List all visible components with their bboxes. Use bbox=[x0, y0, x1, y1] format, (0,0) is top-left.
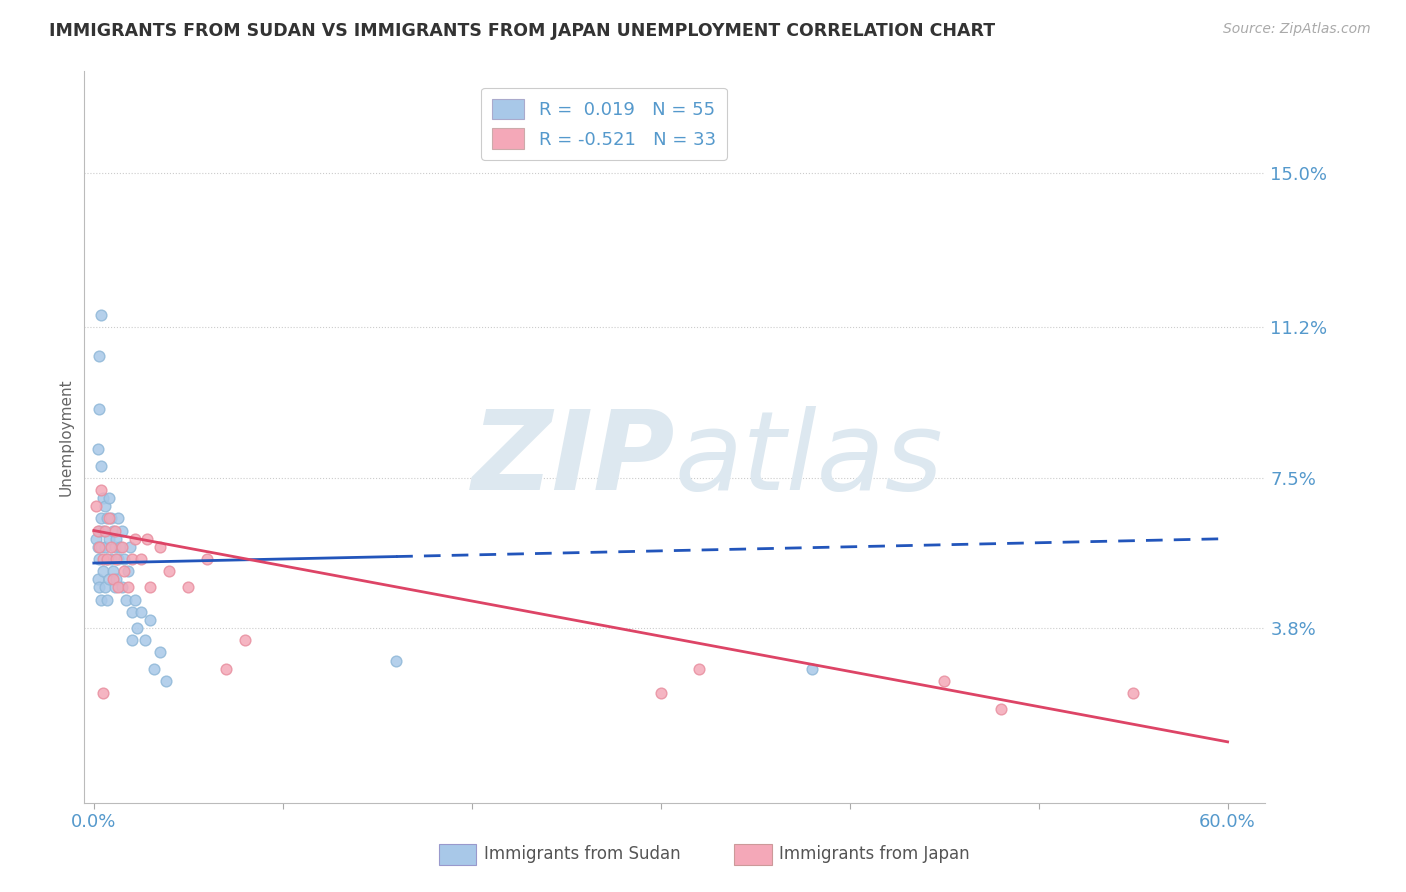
Point bbox=[96, 552, 118, 566]
Point bbox=[94, 581, 117, 595]
Point bbox=[90, 308, 112, 322]
Point bbox=[91, 552, 114, 566]
Point bbox=[107, 552, 129, 566]
Point bbox=[121, 633, 143, 648]
Point bbox=[101, 572, 124, 586]
Point bbox=[86, 572, 108, 586]
Point bbox=[86, 442, 108, 457]
Point bbox=[990, 702, 1012, 716]
Point bbox=[89, 552, 111, 566]
Point bbox=[121, 605, 143, 619]
Bar bbox=[439, 845, 477, 865]
Point bbox=[155, 673, 177, 688]
Point bbox=[91, 564, 114, 578]
Point bbox=[90, 511, 112, 525]
Point bbox=[104, 540, 127, 554]
Point bbox=[97, 491, 120, 505]
Point bbox=[650, 686, 672, 700]
Point bbox=[96, 552, 118, 566]
Point bbox=[89, 540, 111, 554]
Point bbox=[195, 552, 218, 566]
Point bbox=[934, 673, 956, 688]
Point bbox=[688, 662, 710, 676]
Text: IMMIGRANTS FROM SUDAN VS IMMIGRANTS FROM JAPAN UNEMPLOYMENT CORRELATION CHART: IMMIGRANTS FROM SUDAN VS IMMIGRANTS FROM… bbox=[49, 22, 995, 40]
Point bbox=[115, 592, 138, 607]
Point bbox=[1122, 686, 1144, 700]
Text: Immigrants from Japan: Immigrants from Japan bbox=[779, 845, 969, 863]
Point bbox=[89, 401, 111, 416]
Point bbox=[134, 633, 156, 648]
Point bbox=[90, 540, 112, 554]
Text: Source: ZipAtlas.com: Source: ZipAtlas.com bbox=[1223, 22, 1371, 37]
Point bbox=[121, 552, 143, 566]
Point bbox=[111, 524, 134, 538]
Point bbox=[117, 581, 139, 595]
Point bbox=[111, 581, 134, 595]
Point bbox=[215, 662, 238, 676]
Point bbox=[104, 524, 127, 538]
Point bbox=[112, 564, 135, 578]
Point bbox=[100, 540, 122, 554]
Point bbox=[94, 524, 117, 538]
Text: atlas: atlas bbox=[675, 406, 943, 513]
Point bbox=[97, 511, 120, 525]
Point bbox=[105, 572, 128, 586]
Point bbox=[129, 552, 152, 566]
Point bbox=[135, 532, 157, 546]
Point bbox=[90, 483, 112, 497]
Point bbox=[94, 499, 117, 513]
Point bbox=[127, 621, 149, 635]
Point bbox=[91, 524, 114, 538]
Point bbox=[124, 592, 146, 607]
Point bbox=[124, 532, 146, 546]
Point bbox=[101, 564, 124, 578]
Point bbox=[105, 532, 128, 546]
Point bbox=[143, 662, 166, 676]
Point bbox=[117, 564, 139, 578]
Point bbox=[385, 654, 408, 668]
Point bbox=[91, 491, 114, 505]
Point bbox=[90, 592, 112, 607]
Legend: R =  0.019   N = 55, R = -0.521   N = 33: R = 0.019 N = 55, R = -0.521 N = 33 bbox=[481, 87, 727, 160]
Text: ZIP: ZIP bbox=[471, 406, 675, 513]
Y-axis label: Unemployment: Unemployment bbox=[58, 378, 73, 496]
Point bbox=[233, 633, 256, 648]
Point bbox=[89, 581, 111, 595]
Point bbox=[100, 552, 122, 566]
Point bbox=[96, 592, 118, 607]
Point bbox=[86, 524, 108, 538]
Point bbox=[94, 540, 117, 554]
Point bbox=[84, 499, 107, 513]
Point bbox=[111, 540, 134, 554]
Point bbox=[157, 564, 180, 578]
Point bbox=[89, 349, 111, 363]
Point bbox=[100, 511, 122, 525]
Point bbox=[89, 524, 111, 538]
Point bbox=[86, 540, 108, 554]
Point bbox=[104, 581, 127, 595]
Point bbox=[97, 532, 120, 546]
Point bbox=[101, 524, 124, 538]
Point bbox=[91, 686, 114, 700]
Point bbox=[107, 511, 129, 525]
Bar bbox=[734, 845, 772, 865]
Point bbox=[110, 540, 132, 554]
Point bbox=[107, 581, 129, 595]
Point bbox=[139, 581, 162, 595]
Point bbox=[149, 540, 172, 554]
Point bbox=[90, 458, 112, 473]
Point bbox=[149, 645, 172, 659]
Point bbox=[105, 552, 128, 566]
Point bbox=[129, 605, 152, 619]
Point bbox=[139, 613, 162, 627]
Point bbox=[177, 581, 200, 595]
Point bbox=[118, 540, 141, 554]
Point bbox=[800, 662, 823, 676]
Text: Immigrants from Sudan: Immigrants from Sudan bbox=[484, 845, 681, 863]
Point bbox=[84, 532, 107, 546]
Point bbox=[112, 552, 135, 566]
Point bbox=[97, 572, 120, 586]
Point bbox=[96, 511, 118, 525]
